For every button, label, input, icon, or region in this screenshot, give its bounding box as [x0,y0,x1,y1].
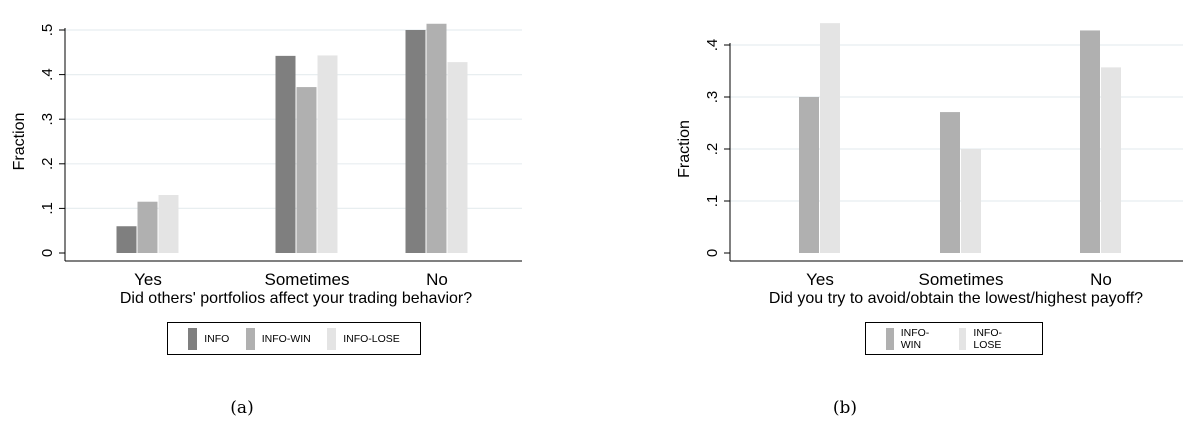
legend-label: INFO [204,332,230,345]
legend-swatch [245,327,255,350]
caption-a: (a) [230,398,254,418]
legend-item: INFO-WIN [245,327,311,350]
bar [317,55,338,254]
legend-a: INFO INFO-WIN INFO-LOSE [167,322,421,355]
bar [799,97,819,253]
x-tick-label: No [426,270,448,289]
legend-label: INFO-WIN [261,332,311,345]
chart-panel-a: 0 .1 .2 .3 .4 .5 Fraction Yes Sometimes No Did oth… [0,0,600,429]
y-tick-label: .2 [704,143,721,156]
y-tick-label: .5 [39,24,56,37]
y-tick-label: .4 [39,68,56,81]
chart-panel-b: 0 .1 .2 .3 .4 Fraction Yes Sometimes No Did you t… [600,0,1201,429]
bar [137,201,158,253]
x-axis-label: Did you try to avoid/obtain the lowest/h… [769,290,1143,307]
legend-swatch [188,327,198,350]
bar [940,112,960,253]
x-axis-label: Did others' portfolios affect your tradi… [120,290,472,307]
bar [1101,67,1121,253]
y-tick-label: 0 [704,249,721,257]
bar [426,23,447,254]
bar [1080,30,1100,253]
bar [296,87,317,253]
x-tick-label: Sometimes [264,270,349,289]
x-tick-label: Sometimes [918,270,1003,289]
y-axis-label: Fraction [11,113,28,171]
x-tick-label: No [1090,270,1112,289]
y-tick-label: 0 [39,249,56,257]
legend-label: INFO-WIN [900,326,930,351]
legend-swatch [958,327,967,350]
legend-label: INFO-LOSE [973,326,1002,351]
x-tick-label: Yes [134,270,162,289]
bar [275,55,296,254]
bar [820,23,840,253]
y-tick-label: .3 [39,113,56,126]
bar [158,195,179,253]
y-tick-label: .4 [704,39,721,52]
caption-b: (b) [832,398,858,418]
legend-swatch [886,327,894,350]
bar [447,62,468,253]
x-tick-label: Yes [806,270,834,289]
legend-item: INFO-LOSE [958,326,1022,351]
bar [116,226,137,253]
y-tick-label: .3 [704,91,721,104]
legend-item: INFO [188,327,230,350]
y-tick-label: .1 [704,195,721,208]
bar [405,30,426,253]
legend-item: INFO-LOSE [327,327,400,350]
legend-label: INFO-LOSE [343,332,400,345]
bar [961,149,981,253]
legend-b: INFO-WIN INFO-LOSE [865,322,1043,355]
y-tick-label: .1 [39,202,56,215]
y-axis-label: Fraction [676,120,693,178]
legend-item: INFO-WIN [886,327,943,351]
y-tick-label: .2 [39,158,56,171]
legend-swatch [327,327,337,350]
